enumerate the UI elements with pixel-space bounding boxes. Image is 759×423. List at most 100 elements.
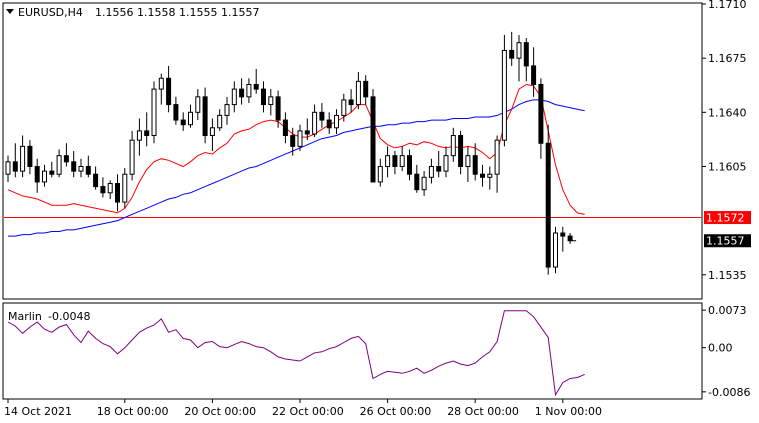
candle-body	[246, 83, 252, 98]
candle-body	[122, 173, 128, 203]
candle-body	[158, 77, 164, 90]
current-price-tag: 1.1557	[704, 234, 751, 248]
candle-body	[71, 161, 77, 172]
candle-body	[151, 88, 157, 137]
candle-body	[202, 96, 208, 137]
time-tick-label: 20 Oct 00:00	[184, 405, 256, 418]
candle-body	[290, 135, 296, 147]
candle-body	[407, 155, 412, 175]
time-tick-label: 26 Oct 00:00	[360, 405, 432, 418]
header-label: EURUSD,H4 1.1556 1.1558 1.1555 1.1557	[6, 6, 259, 19]
candle-body	[560, 232, 566, 237]
candle-body	[385, 155, 391, 167]
candle-body	[107, 182, 113, 194]
candle-body	[85, 165, 91, 175]
candle-body	[326, 119, 332, 129]
indicator-name: Marlin	[8, 310, 42, 323]
slow-ma-line	[8, 99, 585, 237]
candle-body	[268, 96, 274, 106]
candle-body	[348, 99, 354, 106]
candle-body	[341, 99, 347, 116]
main-pane[interactable]: EURUSD,H4 1.1556 1.1558 1.1555 1.1557	[2, 2, 703, 300]
support-price-tag: 1.1572	[704, 211, 751, 225]
dropdown-triangle-icon[interactable]	[6, 9, 14, 14]
candle-body	[100, 186, 106, 194]
candle-body	[523, 42, 529, 67]
fast-ma-line	[7, 83, 585, 215]
indicator-pane[interactable]: Marlin -0.0048	[2, 302, 703, 400]
candle-body	[136, 130, 142, 141]
candle-body	[458, 135, 464, 167]
candle-body	[363, 80, 369, 98]
candle-body	[5, 161, 11, 175]
candle-body	[34, 165, 40, 183]
current-tag-label: 1.1557	[706, 235, 745, 248]
candle-body	[56, 155, 62, 175]
candle-body	[27, 145, 33, 167]
candle-body	[516, 42, 522, 59]
candle-body	[93, 173, 99, 188]
candle-body	[465, 155, 471, 167]
candles-group	[5, 31, 573, 275]
price-tick-label: 1.1605	[708, 160, 747, 173]
candle-body	[450, 135, 456, 157]
candle-body	[414, 173, 420, 191]
candle-body	[436, 165, 442, 172]
candle-body	[472, 155, 478, 175]
candle-body	[567, 235, 573, 242]
current-tag-box	[704, 234, 751, 248]
price-tick-label: 1.1710	[708, 0, 747, 11]
candle-body	[166, 77, 172, 106]
time-tick-label: 22 Oct 00:00	[272, 405, 344, 418]
time-tick-label: 28 Oct 00:00	[447, 405, 519, 418]
candle-body	[370, 96, 376, 183]
candle-body	[282, 119, 288, 137]
candle-body	[494, 139, 500, 175]
candle-body	[355, 80, 361, 106]
candle-body	[253, 83, 259, 90]
marlin-line	[7, 310, 585, 397]
price-tick-label: 1.1675	[708, 52, 747, 65]
time-tick-label: 1 Nov 00:00	[535, 405, 602, 418]
candle-body	[509, 49, 515, 59]
time-axis: 14 Oct 2021 18 Oct 00:00 20 Oct 00:00 22 Oc…	[4, 399, 602, 418]
price-tick-label: 1.1535	[708, 269, 747, 282]
candle-body	[195, 96, 201, 113]
support-tag-label: 1.1572	[706, 212, 745, 225]
candle-body	[421, 176, 427, 191]
indicator-tick-label: 0.00	[708, 342, 733, 355]
candle-body	[42, 170, 47, 183]
candle-body	[12, 161, 18, 172]
candle-body	[377, 165, 383, 183]
symbol-timeframe: EURUSD,H4	[18, 6, 83, 19]
indicator-tick-label: 0.0073	[708, 304, 747, 317]
candle-body	[173, 104, 179, 121]
candle-body	[217, 114, 223, 129]
candle-body	[334, 114, 339, 129]
candle-body	[239, 88, 245, 98]
candle-body	[224, 104, 230, 116]
candle-body	[538, 83, 544, 144]
candle-body	[501, 49, 507, 141]
candle-body	[188, 111, 193, 126]
candle-body	[49, 170, 55, 175]
candle-body	[480, 173, 485, 178]
support-tag-box	[704, 211, 751, 225]
candle-body	[399, 155, 405, 167]
candle-body	[531, 65, 537, 85]
candle-body	[261, 88, 266, 106]
candle-body	[392, 155, 398, 167]
candle-body	[553, 232, 558, 268]
candle-body	[545, 142, 551, 268]
candle-body	[115, 182, 120, 203]
indicator-tick-label: -0.0086	[708, 386, 750, 399]
ohlc-values: 1.1556 1.1558 1.1555 1.1557	[95, 6, 259, 19]
candle-body	[443, 155, 449, 172]
price-tick-label: 1.1640	[708, 106, 747, 119]
candle-body	[487, 173, 493, 178]
candle-body	[231, 88, 237, 106]
indicator-value: -0.0048	[48, 310, 90, 323]
candle-body	[63, 155, 69, 163]
candle-body	[319, 111, 325, 121]
